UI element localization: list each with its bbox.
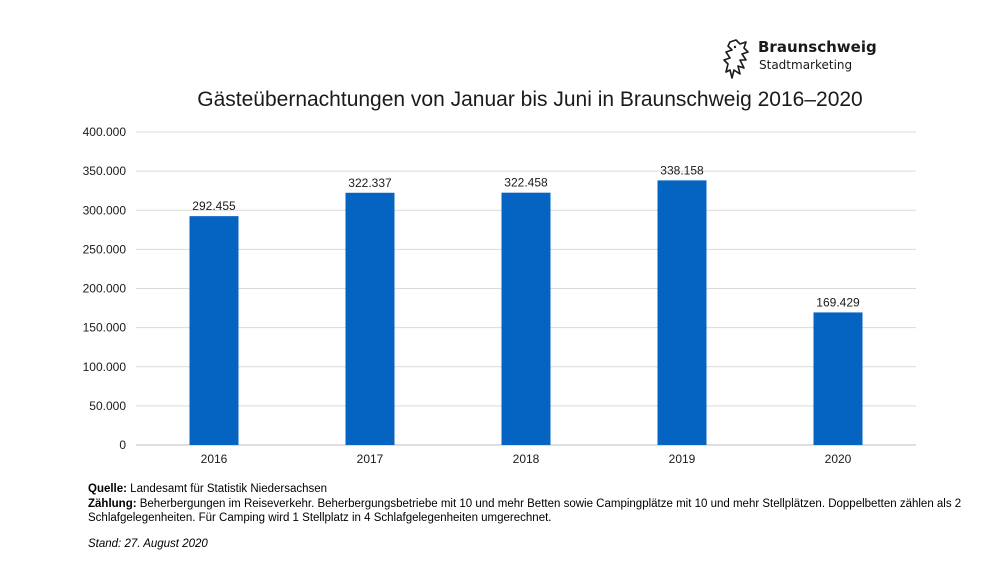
brand-logo: Braunschweig Stadtmarketing [722, 38, 877, 80]
y-tick-label: 100.000 [83, 360, 127, 374]
x-tick-label: 2016 [201, 452, 228, 466]
count-label: Zählung: [88, 497, 137, 510]
x-tick-label: 2020 [825, 452, 852, 466]
stand-date: Stand: 27. August 2020 [88, 538, 208, 550]
y-tick-label: 350.000 [83, 164, 127, 178]
bar-2016 [189, 216, 239, 445]
x-tick-label: 2019 [669, 452, 696, 466]
lion-icon [723, 39, 749, 79]
data-label: 322.458 [504, 176, 548, 190]
data-label: 338.158 [660, 163, 704, 177]
brand-subtitle: Stadtmarketing [759, 58, 853, 72]
data-label: 292.455 [192, 199, 236, 213]
data-label: 322.337 [348, 176, 392, 190]
y-tick-label: 250.000 [83, 242, 127, 256]
source-line: Quelle: Landesamt für Statistik Niedersa… [88, 482, 968, 497]
source-label: Quelle: [88, 483, 127, 495]
y-tick-label: 0 [119, 438, 126, 452]
y-tick-label: 300.000 [83, 203, 127, 217]
bar-2018 [501, 192, 551, 445]
x-tick-label: 2017 [357, 452, 384, 466]
y-tick-label: 50.000 [89, 399, 126, 413]
footer-notes: Quelle: Landesamt für Statistik Niedersa… [88, 482, 968, 526]
count-line: Zählung: Beherbergungen im Reiseverkehr.… [88, 497, 968, 526]
data-label: 169.429 [816, 295, 860, 309]
count-text: Beherbergungen im Reiseverkehr. Beherber… [88, 497, 962, 525]
bar-2019 [657, 180, 707, 445]
bar-chart: 0 50.000 100.000 150.000 200.000 250.000 300.0… [83, 125, 916, 466]
y-tick-label: 150.000 [83, 321, 127, 335]
brand-name: Braunschweig [758, 38, 877, 56]
x-tick-label: 2018 [513, 452, 540, 466]
source-text: Landesamt für Statistik Niedersachsen [126, 483, 328, 495]
bar-2017 [345, 192, 395, 445]
y-tick-label: 400.000 [83, 125, 127, 139]
bar-2020 [813, 312, 863, 445]
chart-title: Gästeübernachtungen von Januar bis Juni … [197, 88, 863, 111]
y-tick-label: 200.000 [83, 282, 127, 296]
